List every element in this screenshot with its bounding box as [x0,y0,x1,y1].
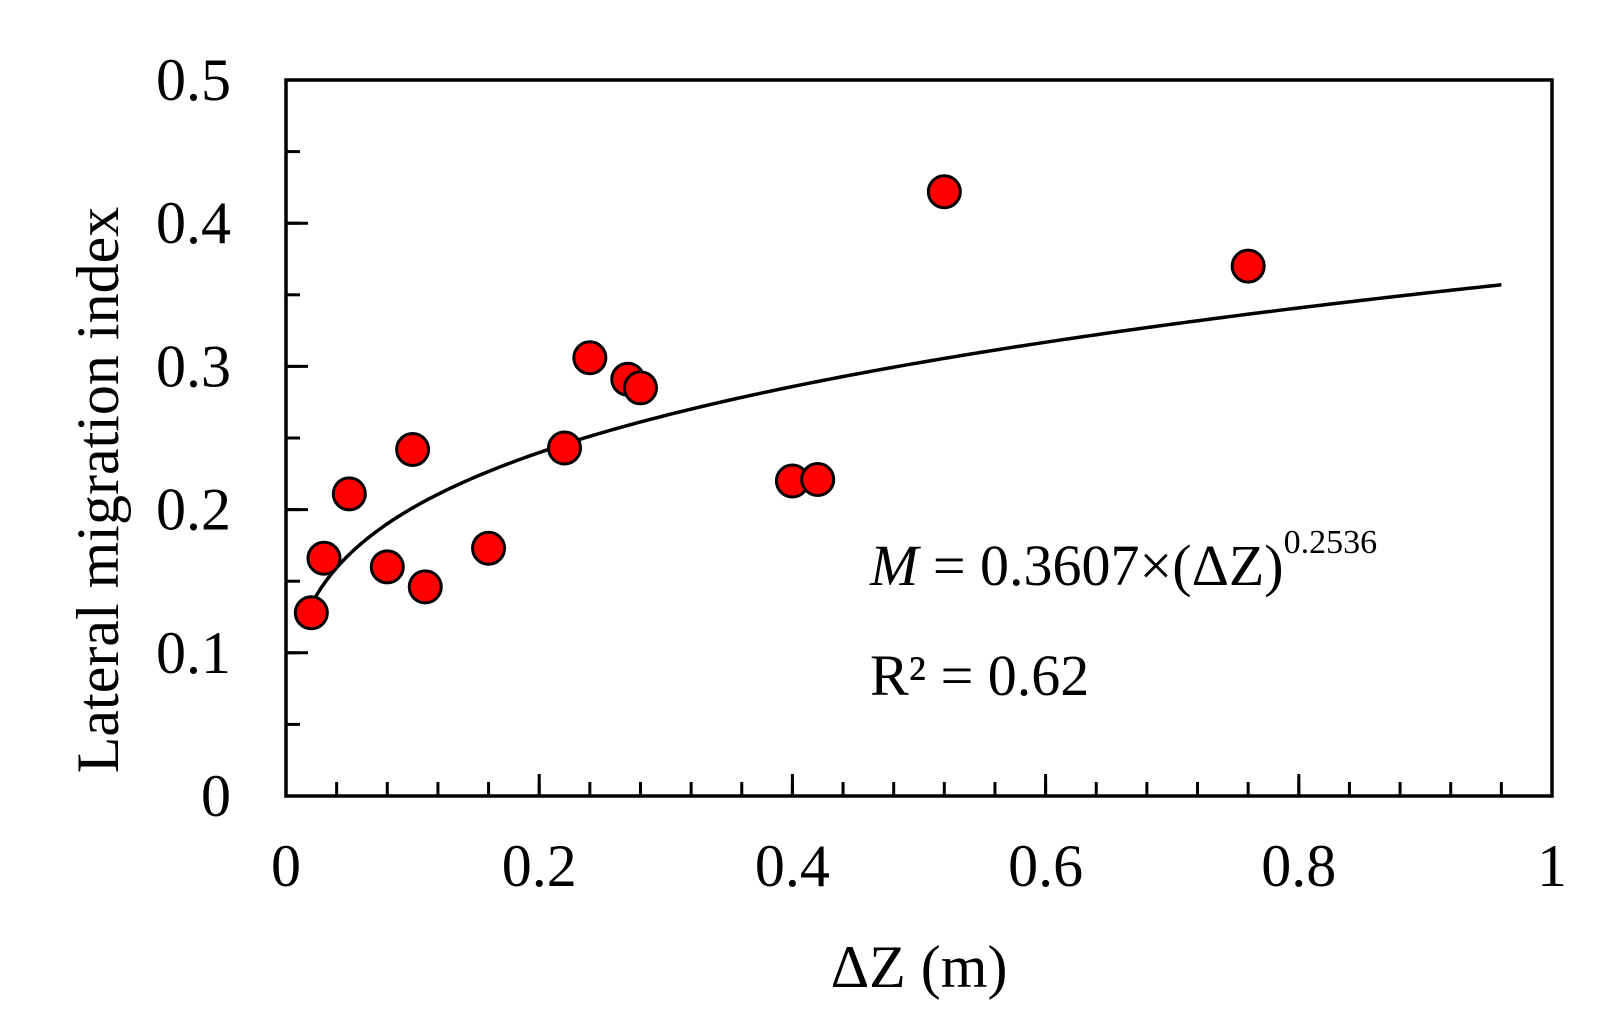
data-point [622,370,658,406]
data-point [369,549,405,585]
fit-equation: M = 0.3607×(ΔZ)0.2536 [869,524,1377,598]
fit-curve [309,283,1502,606]
data-point [1230,248,1266,284]
x-tick-labels: 0 0.2 0.4 0.6 0.8 1 [271,833,1567,899]
equation-lhs: M [869,533,921,598]
data-point [306,540,342,576]
y-tick-labels: 0 0.1 0.2 0.3 0.4 0.5 [156,47,231,829]
y-tick-label: 0.2 [156,477,231,543]
y-tick-label: 0 [201,763,231,829]
data-point [395,431,431,467]
data-point [547,430,583,466]
y-axis-title: Lateral migration index [65,207,131,773]
equation-exponent: 0.2536 [1284,524,1378,561]
x-tick-label: 0 [271,833,301,899]
x-axis-title: ΔZ (m) [831,934,1008,1000]
data-point [407,569,443,605]
plot-area-frame [284,78,1554,798]
data-point [293,595,329,631]
x-tick-label: 0.2 [502,833,577,899]
x-tick-label: 0.8 [1261,833,1336,899]
y-tick-label: 0.1 [156,620,231,686]
r-squared-label: R² = 0.62 [870,643,1089,708]
data-point [572,340,608,376]
x-tick-label: 1 [1537,833,1567,899]
data-point [800,462,836,498]
x-tick-label: 0.6 [1008,833,1083,899]
data-point [331,476,367,512]
minor-ticks [286,150,1503,796]
y-tick-label: 0.5 [156,47,231,113]
equation-rhs: = 0.3607×(ΔZ) [918,533,1283,598]
data-point [471,530,507,566]
y-tick-label: 0.3 [156,333,231,399]
y-tick-label: 0.4 [156,190,231,256]
data-points [293,174,1266,631]
x-tick-label: 0.4 [755,833,830,899]
data-point [926,174,962,210]
